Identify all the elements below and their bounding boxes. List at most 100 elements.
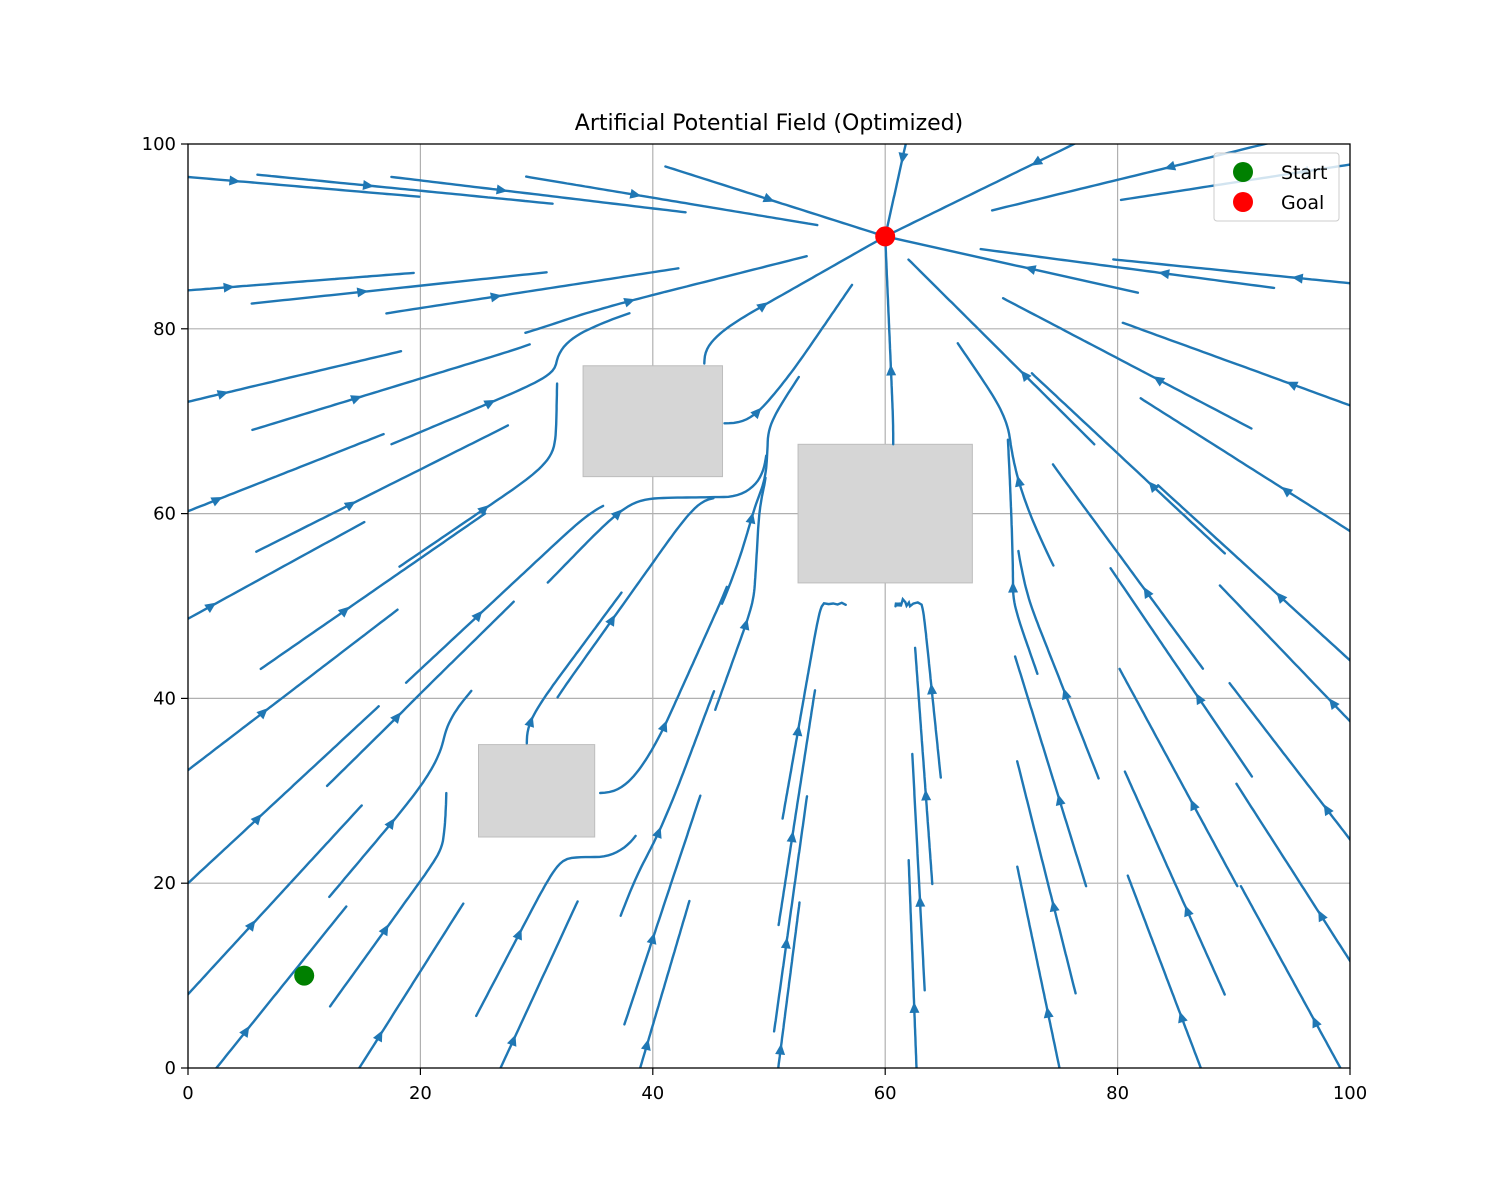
- streamline-arrow-69: [1323, 804, 1334, 817]
- streamline-2: [188, 705, 380, 885]
- streamline-67: [1239, 885, 1342, 1068]
- streamline-62: [1051, 463, 1205, 670]
- legend-start-marker: [1233, 162, 1253, 182]
- legend-goal-marker: [1233, 192, 1253, 212]
- streamline-arrow-64: [1153, 376, 1166, 387]
- streamline-arrow-50: [1049, 900, 1060, 913]
- streamline-arrow-38: [739, 618, 750, 631]
- streamline-53: [1006, 438, 1039, 675]
- streamline-64: [1001, 297, 1253, 430]
- start-marker: [294, 965, 315, 986]
- streamline-arrow-56: [1024, 265, 1037, 275]
- streamline-arrow-28: [652, 826, 662, 839]
- streamline-10: [328, 791, 448, 1008]
- streamline-arrow-27: [646, 932, 657, 945]
- streamline-arrow-48: [898, 152, 909, 164]
- streamline-arrow-41: [756, 302, 769, 313]
- streamline-arrow-15: [350, 395, 363, 405]
- y-tick-label-3: 60: [153, 504, 176, 525]
- streamline-15: [251, 343, 531, 432]
- streamline-54: [956, 342, 1055, 567]
- streamline-55: [907, 258, 1096, 446]
- streamline-arrow-51: [1055, 794, 1066, 807]
- streamline-arrow-55: [1020, 370, 1032, 383]
- streamline-33: [525, 175, 819, 227]
- streamline-arrow-2: [250, 813, 262, 826]
- streamline-49: [1016, 865, 1061, 1068]
- y-tick-label-2: 40: [153, 688, 176, 709]
- streamline-arrow-39: [745, 512, 756, 525]
- streamline-arrow-6: [216, 390, 229, 400]
- streamline-arrow-67: [1312, 1016, 1322, 1029]
- streamline-74: [1112, 258, 1350, 285]
- streamline-57: [888, 144, 1077, 236]
- streamline-arrow-74: [1291, 273, 1304, 284]
- streamline-arrow-62: [1143, 586, 1154, 599]
- streamline-arrow-24: [490, 292, 502, 303]
- streamline-arrow-3: [256, 708, 268, 720]
- streamline-arrow-63: [1148, 481, 1160, 493]
- legend-start-label: Start: [1281, 162, 1327, 184]
- streamline-arrow-44: [915, 895, 926, 907]
- streamline-arrow-5: [210, 497, 223, 507]
- streamline-25: [390, 175, 687, 214]
- streamline-arrow-60: [1190, 799, 1200, 812]
- streamline-13: [259, 512, 487, 671]
- streamline-22: [398, 382, 559, 568]
- streamline-58: [1126, 874, 1203, 1068]
- streamline-9: [357, 902, 465, 1068]
- obstacles: [478, 365, 973, 838]
- streamline-65: [979, 247, 1276, 290]
- streamline-arrow-19: [512, 928, 522, 941]
- markers: [294, 226, 896, 986]
- streamline-11: [328, 689, 473, 899]
- streamline-arrow-43: [909, 1001, 920, 1014]
- streamline-36: [777, 689, 817, 927]
- streamline-72: [1139, 397, 1350, 533]
- streamline-arrow-30: [605, 614, 616, 627]
- streamline-arrow-42: [762, 192, 775, 203]
- obstacle-0: [582, 365, 724, 478]
- streamline-61: [1109, 567, 1254, 778]
- streamline-arrow-1: [244, 919, 256, 932]
- streamline-arrow-66: [1164, 160, 1177, 171]
- streamline-arrow-20: [524, 715, 534, 728]
- axis-ticks: 0 20 40 60 80 100 0 20 40 60 80 100: [142, 134, 1368, 1104]
- chart-title: Artificial Potential Field (Optimized): [575, 111, 963, 136]
- streamline-73: [1121, 321, 1350, 407]
- streamline-arrow-36: [786, 831, 797, 843]
- streamline-arrow-32: [623, 297, 636, 308]
- streamline-52: [1017, 549, 1100, 780]
- streamline-arrow-35: [780, 937, 791, 949]
- streamline-arrow-13: [337, 606, 350, 618]
- streamline-arrow-47: [886, 364, 897, 376]
- streamline-arrow-16: [356, 287, 369, 298]
- streamline-arrow-49: [1043, 1006, 1054, 1019]
- streamline-44: [911, 752, 926, 992]
- streamline-arrow-52: [1062, 688, 1072, 701]
- x-tick-label-3: 60: [874, 1083, 897, 1104]
- streamline-arrow-7: [223, 282, 235, 293]
- x-tick-label-1: 20: [409, 1083, 432, 1104]
- streamline-60: [1118, 667, 1239, 888]
- streamline-arrow-4: [204, 602, 217, 613]
- streamline-32: [524, 255, 808, 334]
- y-tick-label-0: 0: [165, 1058, 176, 1079]
- streamline-59: [1123, 770, 1226, 996]
- y-tick-label-5: 100: [142, 134, 176, 155]
- streamline-27: [623, 794, 702, 1026]
- streamline-12: [325, 600, 515, 788]
- grid: [188, 144, 1350, 1068]
- streamline-arrow-14: [343, 501, 356, 512]
- streamline-35: [772, 795, 809, 1033]
- streamline-arrow-61: [1196, 693, 1206, 706]
- streamline-arrow-33: [629, 188, 642, 199]
- streamline-arrow-72: [1281, 486, 1294, 498]
- streamline-arrow-59: [1184, 905, 1194, 918]
- streamline-20: [525, 591, 623, 745]
- streamline-43: [907, 859, 918, 1068]
- streamline-21: [404, 504, 605, 684]
- y-tick-label-1: 20: [153, 873, 176, 894]
- streamline-45: [913, 646, 934, 886]
